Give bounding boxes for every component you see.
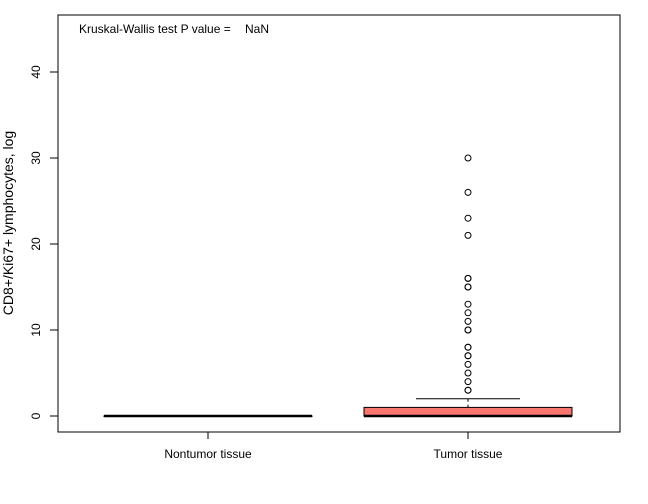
outlier-point	[464, 317, 472, 325]
x-tick-label: Tumor tissue	[434, 447, 503, 461]
outlier-point	[464, 326, 472, 334]
x-tick-label: Nontumor tissue	[164, 447, 252, 461]
outlier-point	[464, 386, 472, 394]
outlier-point	[464, 352, 472, 360]
box-body	[363, 406, 573, 417]
outlier-point	[464, 283, 472, 291]
outlier-point	[464, 231, 472, 239]
outlier-point	[464, 369, 472, 377]
y-axis-title: CD8+/Ki67+ lymphocytes, log	[0, 131, 16, 315]
outlier-point	[464, 343, 472, 351]
outlier-point	[464, 188, 472, 196]
box-1	[103, 414, 313, 418]
outlier-point	[464, 309, 472, 317]
plot-frame	[57, 14, 621, 433]
y-tick-label: 30	[29, 151, 43, 165]
y-tick-label: 0	[29, 412, 43, 419]
outlier-point	[464, 214, 472, 222]
annotation-label: Kruskal-Wallis test P value =	[79, 22, 231, 36]
boxes-group	[103, 154, 573, 418]
outlier-point	[464, 300, 472, 308]
outlier-point	[464, 360, 472, 368]
y-tick-label: 10	[29, 323, 43, 337]
annotation-value: NaN	[245, 22, 269, 36]
y-tick-label: 40	[29, 65, 43, 79]
y-axis: 0 10 20 30 40	[29, 65, 59, 419]
x-axis: Nontumor tissue Tumor tissue	[164, 431, 503, 461]
outlier-point	[464, 378, 472, 386]
box-2	[363, 154, 573, 418]
outlier-point	[464, 154, 472, 162]
y-tick-label: 20	[29, 237, 43, 251]
outlier-point	[464, 274, 472, 282]
